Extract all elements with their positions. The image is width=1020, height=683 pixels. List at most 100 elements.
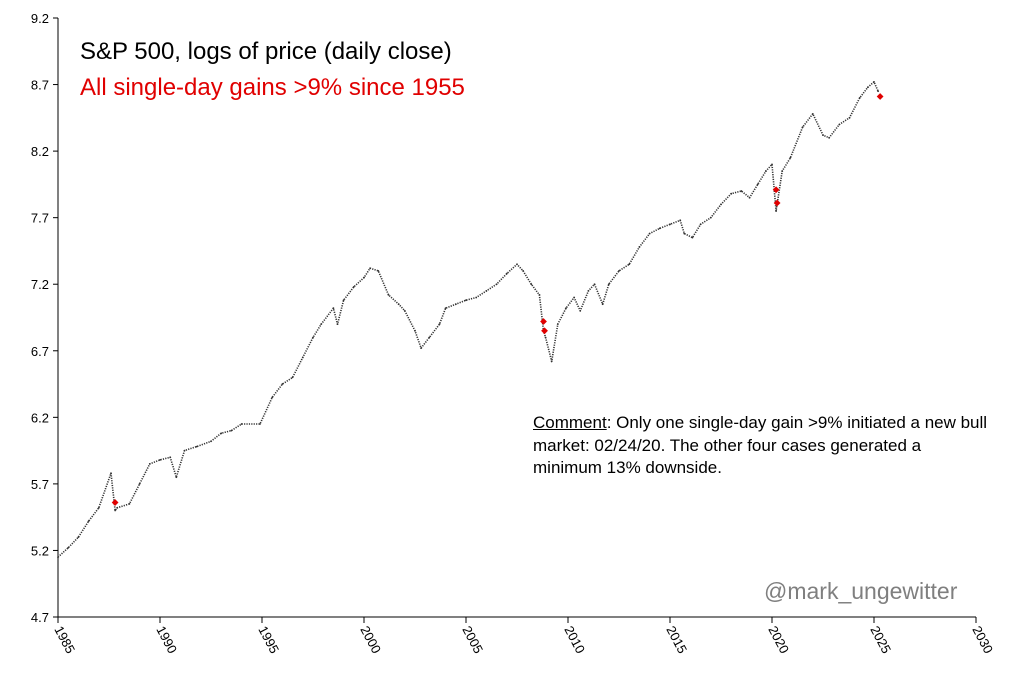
comment-label: Comment: [533, 413, 607, 432]
gain-marker: [876, 93, 884, 100]
data-point: [332, 307, 335, 310]
data-point: [387, 293, 390, 296]
data-point: [691, 236, 694, 239]
data-point: [271, 396, 274, 399]
y-tick-label: 6.2: [31, 410, 49, 425]
data-point: [220, 432, 223, 435]
data-point: [475, 296, 478, 299]
data-point: [183, 449, 186, 452]
data-point: [740, 190, 743, 192]
data-point: [138, 482, 141, 485]
data-point: [866, 86, 869, 89]
x-tick-label: 1985: [51, 623, 78, 656]
data-point: [363, 276, 365, 279]
series-line: [57, 81, 879, 558]
y-tick-label: 4.7: [31, 610, 49, 625]
gain-marker: [772, 186, 780, 194]
data-point: [128, 502, 131, 505]
data-point: [454, 303, 457, 306]
data-point: [291, 376, 294, 379]
data-point: [538, 293, 541, 296]
y-tick-label: 9.2: [31, 11, 49, 26]
data-point: [159, 459, 161, 461]
gain-marker: [111, 499, 119, 506]
data-point: [550, 360, 553, 363]
data-point: [428, 336, 431, 339]
y-tick-label: 5.7: [31, 477, 49, 492]
data-point: [781, 170, 784, 172]
data-point: [607, 283, 610, 286]
data-point: [838, 123, 841, 126]
data-point: [195, 445, 198, 448]
comment-text: : Only one single-day gain >9% initiated…: [533, 413, 988, 477]
data-point: [730, 192, 733, 195]
data-point: [369, 267, 372, 270]
data-point: [565, 307, 567, 310]
x-tick-label: 1995: [255, 623, 282, 656]
data-point: [775, 210, 777, 212]
y-tick-label: 7.2: [31, 277, 49, 292]
x-tick-label: 2030: [969, 623, 996, 656]
data-point: [114, 509, 117, 512]
data-point: [301, 356, 304, 359]
data-point: [116, 506, 119, 509]
data-point: [628, 263, 631, 266]
data-point: [320, 323, 323, 326]
data-point: [377, 270, 380, 272]
data-point: [789, 156, 792, 159]
data-point: [414, 329, 416, 332]
data-point: [648, 232, 651, 235]
data-point: [573, 296, 576, 299]
data-point: [67, 546, 70, 549]
y-tick-label: 7.7: [31, 211, 49, 226]
y-tick-label: 6.7: [31, 344, 49, 359]
data-point: [110, 472, 112, 475]
data-point: [638, 246, 641, 248]
data-point: [544, 336, 547, 339]
data-point: [210, 440, 212, 443]
data-point: [522, 270, 525, 272]
data-point: [848, 116, 851, 119]
gain-marker: [540, 318, 547, 325]
data-point: [556, 323, 559, 326]
data-point: [801, 126, 804, 129]
data-point: [601, 303, 604, 306]
data-point: [403, 309, 406, 312]
data-point: [97, 506, 100, 509]
data-point: [336, 323, 339, 326]
data-point: [281, 383, 284, 385]
chart-subtitle: All single-day gains >9% since 1955: [80, 74, 465, 101]
data-point: [485, 289, 488, 292]
data-point: [438, 323, 441, 326]
data-point: [720, 203, 722, 206]
data-point: [771, 163, 773, 166]
data-point: [756, 183, 759, 186]
data-point: [828, 136, 831, 139]
x-tick-label: 2010: [561, 623, 588, 656]
data-point: [465, 299, 467, 302]
data-point: [397, 303, 400, 306]
data-point: [873, 80, 875, 83]
x-tick-label: 1990: [153, 623, 180, 656]
data-point: [516, 263, 518, 266]
data-point: [683, 232, 686, 235]
data-point: [169, 456, 172, 459]
data-point: [764, 170, 767, 172]
x-tick-label: 2015: [663, 623, 690, 656]
data-point: [679, 219, 682, 222]
comment-annotation: Comment: Only one single-day gain >9% in…: [533, 412, 993, 480]
gain-marker: [541, 327, 548, 335]
data-point: [618, 270, 620, 272]
chart-title: S&P 500, logs of price (daily close): [80, 38, 452, 65]
data-point: [420, 347, 423, 350]
x-axis: 1985 1990 1995 2000 2005 2010 2015 2020 2025 2030: [51, 616, 996, 656]
data-point: [342, 299, 345, 302]
watermark: @mark_ungewitter: [764, 578, 958, 604]
data-point: [858, 96, 861, 99]
x-tick-label: 2020: [765, 623, 792, 656]
data-point: [352, 285, 355, 288]
data-point: [699, 223, 702, 226]
data-point: [579, 309, 582, 312]
data-point: [230, 429, 233, 432]
